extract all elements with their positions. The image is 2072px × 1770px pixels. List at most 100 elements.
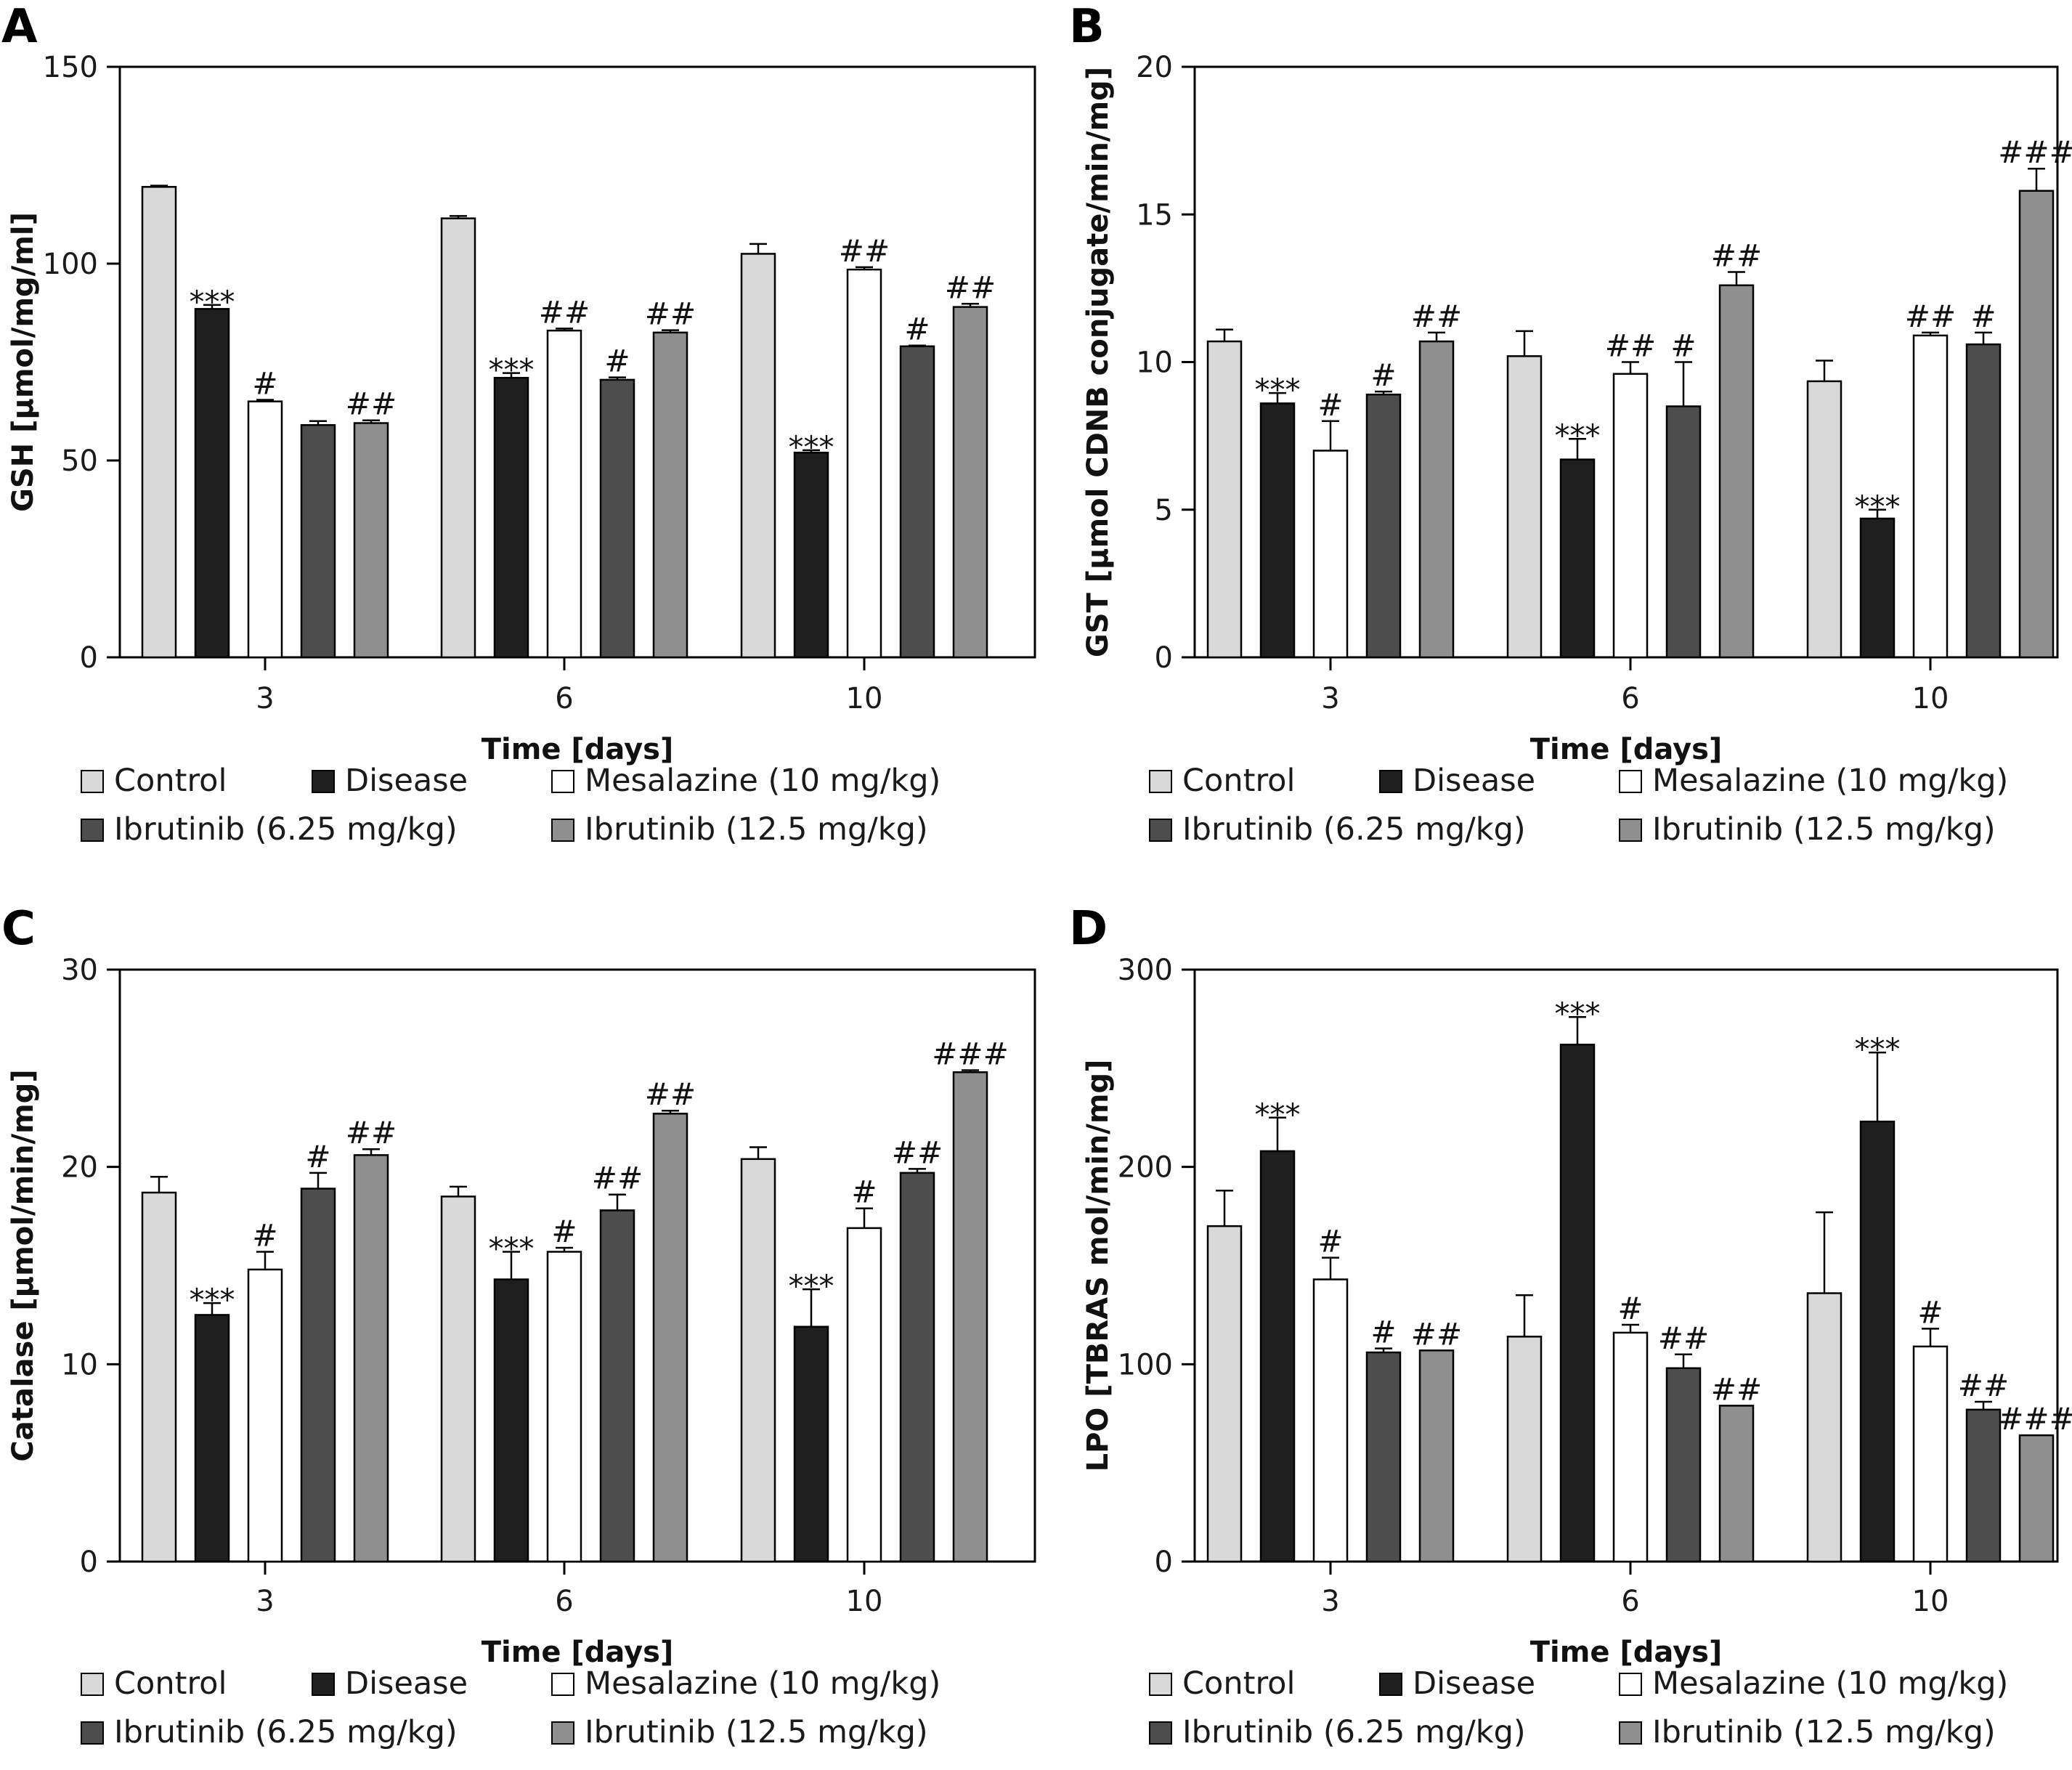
x-axis-title-b: Time [days] <box>1530 733 1723 766</box>
significance-label-b: # <box>1370 357 1396 393</box>
y-tick-label-a: 50 <box>61 444 98 478</box>
bar-c-ibrutinib-6-25-mg-kg-6 <box>599 1209 635 1563</box>
bar-a-control-3 <box>141 186 177 659</box>
significance-label-c: ## <box>645 1076 696 1112</box>
bar-a-ibrutinib-6-25-mg-kg-6 <box>599 378 635 659</box>
x-tick-label-d: 10 <box>1912 1585 1949 1618</box>
bar-c-mesalazine-10-mg-kg-6 <box>546 1251 582 1563</box>
legend-swatch-b-mesalazine-10-mg-kg <box>1619 770 1642 793</box>
significance-label-a: # <box>604 344 630 379</box>
bar-c-ibrutinib-12-5-mg-kg-6 <box>652 1113 688 1563</box>
significance-label-a: ## <box>645 296 696 332</box>
bar-b-mesalazine-10-mg-kg-3 <box>1312 450 1349 659</box>
legend-swatch-a-mesalazine-10-mg-kg <box>551 770 574 793</box>
significance-label-a: # <box>904 312 930 347</box>
x-tick-label-d: 3 <box>1321 1585 1339 1618</box>
panel-b: B 0 5 10 15 20 GST [µmol CDNB conjugate/min/mg… <box>1069 0 2072 848</box>
significance-label-b: ## <box>1605 328 1656 364</box>
significance-label-a: ## <box>945 269 996 305</box>
significance-label-a: # <box>252 366 277 402</box>
bar-d-mesalazine-10-mg-kg-3 <box>1312 1278 1349 1563</box>
legend-label-a-disease: Disease <box>345 763 468 799</box>
bar-a-disease-10 <box>793 451 829 659</box>
bar-b-ibrutinib-6-25-mg-kg-10 <box>1965 343 2002 659</box>
legend-label-c-ibrutinib-6-25-mg-kg: Ibrutinib (6.25 mg/kg) <box>114 1714 458 1750</box>
significance-label-b: # <box>1670 328 1696 364</box>
bar-d-control-6 <box>1506 1336 1543 1563</box>
panel-c: C 0 10 20 30 Catalase [µmol/min/mg] 3 6 10 Time [… <box>1 902 1036 1750</box>
bar-c-control-6 <box>440 1195 476 1563</box>
significance-label-c: ## <box>892 1134 943 1170</box>
y-tick-label-d: 300 <box>1118 954 1173 987</box>
bar-c-disease-10 <box>793 1326 829 1563</box>
bar-a-ibrutinib-6-25-mg-kg-10 <box>899 345 935 659</box>
bar-d-disease-3 <box>1259 1150 1296 1563</box>
significance-label-c: ### <box>932 1036 1009 1072</box>
y-axis-title-c: Catalase [µmol/min/mg] <box>7 1069 40 1461</box>
bar-c-ibrutinib-6-25-mg-kg-10 <box>899 1172 935 1563</box>
significance-label-b: ## <box>1411 299 1462 334</box>
y-tick-label-b: 5 <box>1155 494 1173 527</box>
significance-label-d: # <box>1917 1294 1943 1330</box>
bar-b-mesalazine-10-mg-kg-6 <box>1612 373 1649 659</box>
bar-d-ibrutinib-12-5-mg-kg-3 <box>1418 1349 1455 1563</box>
y-axis-title-d: LPO [TBRAS mol/min/mg] <box>1081 1060 1115 1472</box>
bar-b-ibrutinib-12-5-mg-kg-6 <box>1718 284 1755 659</box>
legend-label-a-mesalazine-10-mg-kg: Mesalazine (10 mg/kg) <box>585 763 940 799</box>
legend-swatch-d-control <box>1149 1673 1172 1696</box>
bar-a-control-10 <box>740 253 776 659</box>
significance-label-c: *** <box>489 1230 535 1266</box>
bar-c-mesalazine-10-mg-kg-3 <box>247 1268 283 1563</box>
bar-b-control-6 <box>1506 355 1543 659</box>
bar-d-disease-10 <box>1859 1120 1896 1563</box>
x-tick-label-c: 6 <box>555 1585 573 1618</box>
significance-label-d: *** <box>1555 996 1601 1031</box>
legend-swatch-c-disease <box>312 1673 335 1696</box>
bar-b-disease-10 <box>1859 517 1896 659</box>
bar-d-mesalazine-10-mg-kg-6 <box>1612 1331 1649 1563</box>
legend-label-c-mesalazine-10-mg-kg: Mesalazine (10 mg/kg) <box>585 1665 940 1702</box>
bar-c-control-10 <box>740 1158 776 1563</box>
legend-swatch-a-ibrutinib-12-5-mg-kg <box>551 819 574 842</box>
y-tick-label-b: 20 <box>1136 51 1173 84</box>
legend-label-c-control: Control <box>114 1665 227 1702</box>
bar-a-ibrutinib-6-25-mg-kg-3 <box>300 423 336 659</box>
significance-label-c: *** <box>789 1268 834 1304</box>
bar-d-ibrutinib-6-25-mg-kg-6 <box>1665 1367 1702 1563</box>
significance-label-d: ## <box>1711 1371 1762 1407</box>
legend-swatch-c-mesalazine-10-mg-kg <box>551 1673 574 1696</box>
legend-label-c-ibrutinib-12-5-mg-kg: Ibrutinib (12.5 mg/kg) <box>585 1714 928 1750</box>
panel-a: A 0 50 100 150 GSH [µmol/mg/ml] 3 6 10 Time [days… <box>1 0 1036 848</box>
panel-letter-c: C <box>1 902 36 956</box>
x-axis-title-c: Time [days] <box>482 1636 674 1669</box>
bar-a-control-6 <box>440 217 476 659</box>
significance-label-c: ## <box>346 1115 397 1150</box>
bar-a-mesalazine-10-mg-kg-3 <box>247 400 283 659</box>
x-tick-label-b: 6 <box>1621 682 1639 715</box>
significance-label-d: # <box>1617 1291 1643 1326</box>
bar-c-disease-6 <box>493 1278 529 1563</box>
legend-swatch-c-ibrutinib-6-25-mg-kg <box>81 1721 104 1745</box>
bar-b-ibrutinib-12-5-mg-kg-10 <box>2018 190 2055 659</box>
legend-label-c-disease: Disease <box>345 1665 468 1702</box>
bar-d-control-3 <box>1206 1225 1243 1563</box>
bar-d-ibrutinib-6-25-mg-kg-3 <box>1365 1351 1402 1563</box>
legend-label-d-disease: Disease <box>1413 1665 1535 1702</box>
y-tick-label-c: 10 <box>61 1348 98 1381</box>
bar-d-control-10 <box>1806 1292 1843 1563</box>
bar-d-mesalazine-10-mg-kg-10 <box>1912 1345 1949 1563</box>
significance-label-a: *** <box>190 284 235 320</box>
significance-label-d: ## <box>1958 1368 2009 1403</box>
x-tick-label-a: 10 <box>846 682 883 715</box>
y-tick-label-c: 20 <box>61 1151 98 1185</box>
x-axis-title-d: Time [days] <box>1530 1636 1723 1669</box>
bar-a-disease-6 <box>493 376 529 659</box>
significance-label-a: *** <box>789 429 834 465</box>
significance-label-b: *** <box>1555 418 1601 453</box>
legend-label-d-ibrutinib-6-25-mg-kg: Ibrutinib (6.25 mg/kg) <box>1182 1714 1526 1750</box>
significance-label-c: # <box>252 1217 277 1253</box>
significance-label-d: # <box>1370 1315 1396 1350</box>
legend-label-b-disease: Disease <box>1413 763 1535 799</box>
significance-label-b: *** <box>1255 372 1301 407</box>
